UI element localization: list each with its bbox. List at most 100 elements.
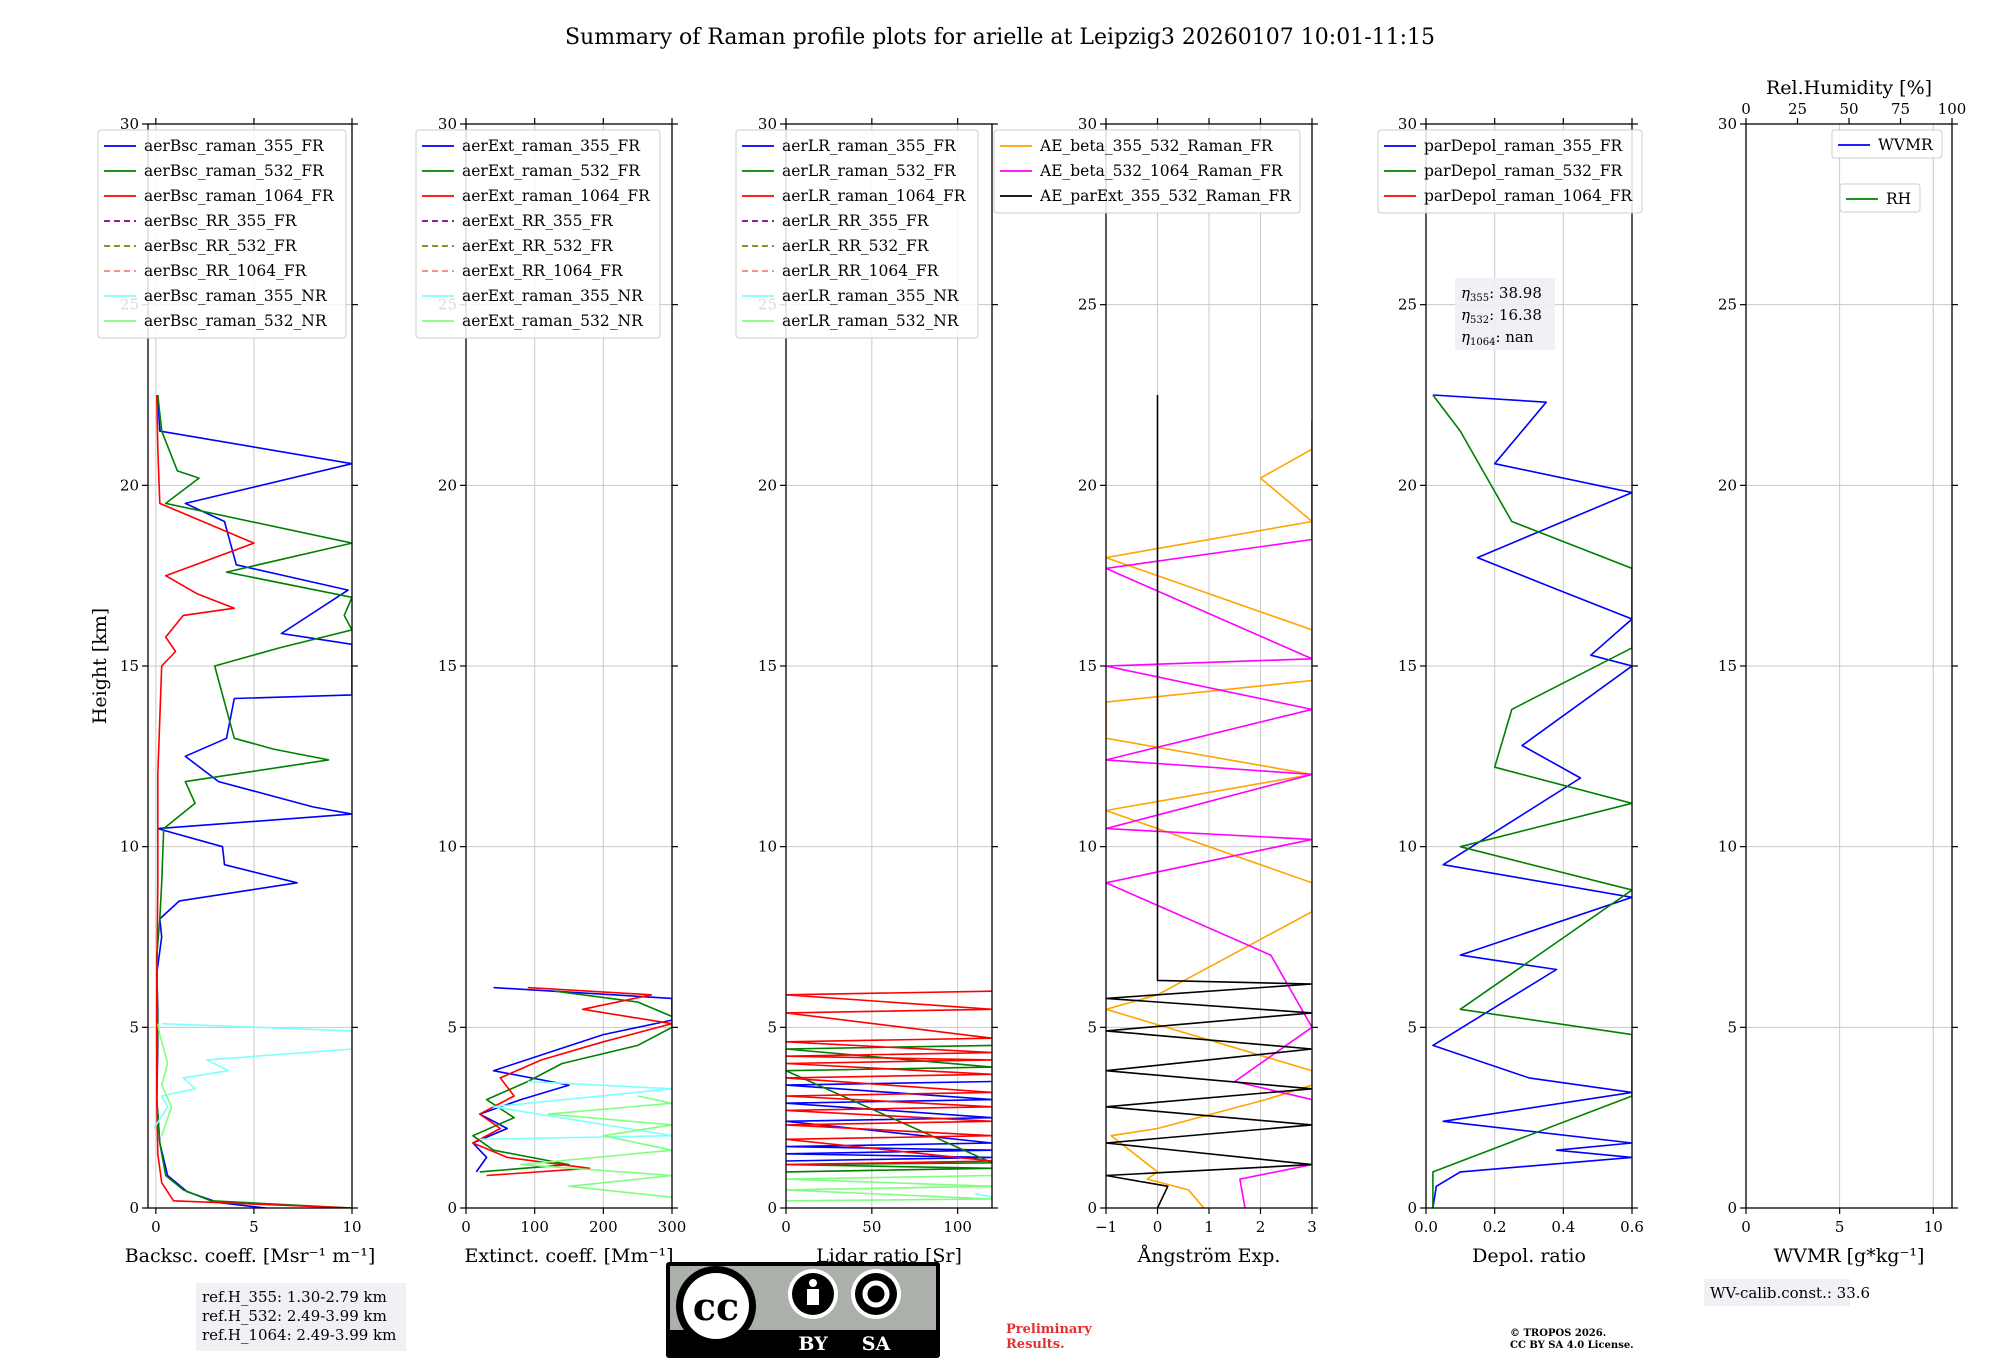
legend: aerLR_raman_355_FR aerLR_raman_532_FR aerL… [735,129,979,339]
ytick-label: 5 [1407,1018,1417,1036]
xtick-label: 200 [589,1218,618,1236]
legend-label: aerLR_raman_355_NR [782,287,960,305]
series-aerLR_raman_532_NR [786,1174,992,1202]
xtick-label: 0.0 [1414,1218,1438,1236]
xtick-label: 0.2 [1483,1218,1507,1236]
ytick-label: 0 [767,1199,777,1217]
ytick-label: 25 [1078,296,1097,314]
svg-text:Results.: Results. [1006,1337,1065,1352]
ytick-label: 10 [120,838,139,856]
ytick-label: 25 [1718,296,1737,314]
legend-box [1831,129,1943,159]
legend-label: aerBsc_raman_532_NR [144,312,328,330]
ytick-label: 25 [1398,296,1417,314]
legend-label: aerExt_raman_355_FR [462,137,641,155]
series-aerLR_raman_1064_FR [786,990,992,1166]
xtick-label: 2 [1256,1218,1266,1236]
ytick-label: 10 [1718,838,1737,856]
ytick-label: 30 [1078,115,1097,133]
wv-calib-text: WV-calib.const.: 33.6 [1710,1284,1870,1302]
ytick-label: 15 [1718,657,1737,675]
figure-title: Summary of Raman profile plots for ariel… [565,25,1435,50]
series-aerLR_raman_532_FR [786,1044,992,1173]
legend-label: aerExt_RR_355_FR [462,212,614,230]
legend-label: aerExt_RR_532_FR [462,237,614,255]
series-group [1432,394,1632,1208]
ref-h-355: ref.H_355: 1.30-2.79 km [202,1288,387,1306]
xtick-label: 100 [943,1218,972,1236]
cc-sa-label: SA [862,1333,891,1355]
xtick-label: 0 [461,1218,471,1236]
legend-label: aerBsc_raman_355_NR [144,287,328,305]
yaxis-label: Height [km] [89,608,111,724]
legend-label: aerExt_raman_355_NR [462,287,644,305]
panel-ext: 0510152025300100200300Extinct. coeff. [M… [415,115,687,1267]
top-xtick-label: 25 [1788,100,1807,118]
legend: aerExt_raman_355_FR aerExt_raman_532_FRae… [415,129,661,339]
legend-label: aerBsc_RR_532_FR [144,237,298,255]
top-xtick-label: 100 [1938,100,1967,118]
legend-label: aerLR_RR_532_FR [782,237,930,255]
ytick-label: 30 [1718,115,1737,133]
ytick-label: 0 [447,1199,457,1217]
series-aerBsc_raman_532_NR [157,1023,173,1136]
xtick-label: 10 [342,1218,361,1236]
xtick-label: −1 [1095,1218,1117,1236]
legend-label: aerLR_raman_532_FR [782,162,957,180]
xtick-label: 0.6 [1620,1218,1644,1236]
series-AE_parExt_355_532_Raman_FR [1106,395,1312,1208]
series-group [472,986,672,1198]
legend-label: AE_beta_532_1064_Raman_FR [1039,162,1284,180]
legend-label: AE_parExt_355_532_Raman_FR [1039,187,1292,205]
ytick-label: 0 [129,1199,139,1217]
ytick-label: 20 [1718,476,1737,494]
legend-label: parDepol_raman_355_FR [1424,137,1624,155]
ytick-label: 20 [758,476,777,494]
series-AE_beta_355_532_Raman_FR [1106,448,1312,1208]
legend-label: aerExt_raman_1064_FR [462,187,651,205]
preliminary-note: Preliminary Results. [1006,1322,1092,1352]
series-aerLR_raman_355_FR [786,1080,992,1162]
legend-box [1839,183,1921,213]
legend-label: aerLR_raman_355_FR [782,137,957,155]
series-group [786,990,992,1202]
legend-label: WVMR [1878,136,1934,154]
legend-label: aerBsc_raman_355_FR [144,137,325,155]
legend-label: aerLR_RR_355_FR [782,212,930,230]
top-axis-label: Rel.Humidity [%] [1766,77,1932,99]
xtick-label: 0 [781,1218,791,1236]
legend-box [415,129,661,339]
ytick-label: 10 [1398,838,1417,856]
cc-logo-mark: cc [693,1284,739,1329]
legend-label: aerExt_RR_1064_FR [462,262,624,280]
cc-by-sa-logo: cc BY SA [666,1262,940,1358]
top-xtick-label: 50 [1839,100,1858,118]
series-aerExt_raman_532_NR [520,1095,672,1198]
legend: parDepol_raman_355_FR parDepol_raman_532_… [1377,129,1643,214]
series-aerBsc_raman_355_NR [153,1022,352,1129]
legend-label: parDepol_raman_532_FR [1424,162,1624,180]
legend-label: aerLR_raman_532_NR [782,312,960,330]
legend-label: aerLR_RR_1064_FR [782,262,940,280]
ytick-label: 5 [129,1018,139,1036]
series-aerBsc_raman_1064_FR [156,394,352,1208]
svg-text:Preliminary: Preliminary [1006,1322,1092,1337]
xtick-label: 0 [1741,1218,1751,1236]
ytick-label: 15 [438,657,457,675]
legend-label: aerLR_raman_1064_FR [782,187,967,205]
legend-label: parDepol_raman_1064_FR [1424,187,1633,205]
eta-355: η355: 38.98 [1461,284,1542,304]
series-AE_beta_532_1064_Raman_FR [1106,420,1312,1208]
ytick-label: 15 [1398,657,1417,675]
xtick-label: 100 [520,1218,549,1236]
legend-label: aerBsc_RR_355_FR [144,212,298,230]
wv-calib-box: WV-calib.const.: 33.6 [1704,1279,1870,1306]
legend-label: aerBsc_RR_1064_FR [144,262,308,280]
legend: AE_beta_355_532_Raman_FR AE_beta_532_1064… [993,129,1301,214]
ytick-label: 5 [1727,1018,1737,1036]
legend: aerBsc_raman_355_FR aerBsc_raman_532_FRae… [97,129,347,339]
xtick-label: 300 [658,1218,687,1236]
legend-label: aerExt_raman_532_FR [462,162,641,180]
